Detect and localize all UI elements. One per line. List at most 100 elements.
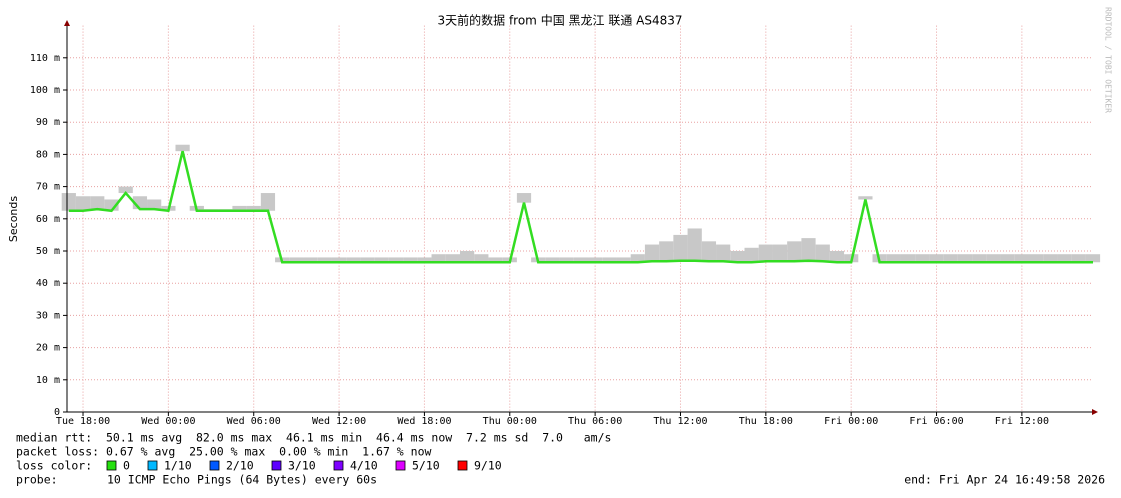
smoke bbox=[673, 234, 688, 261]
smoke bbox=[1000, 254, 1015, 263]
smoke bbox=[602, 257, 617, 263]
y-tick-label: 40 m bbox=[36, 278, 60, 289]
smoke bbox=[644, 244, 660, 262]
smoke bbox=[1057, 254, 1072, 263]
x-tick-label: Thu 18:00 bbox=[739, 416, 793, 427]
x-tick-label: Wed 00:00 bbox=[141, 416, 195, 427]
smoke bbox=[303, 257, 318, 263]
smoke bbox=[716, 244, 731, 262]
smoke bbox=[1014, 254, 1029, 263]
smoke bbox=[388, 257, 404, 263]
loss-swatch bbox=[333, 460, 344, 471]
x-tick-label: Wed 06:00 bbox=[227, 416, 281, 427]
x-tick-label: Tue 18:00 bbox=[56, 416, 110, 427]
smoke bbox=[331, 257, 347, 263]
x-tick-label: Fri 12:00 bbox=[995, 416, 1049, 427]
smoke bbox=[417, 257, 432, 263]
smoke bbox=[289, 257, 304, 263]
x-tick-label: Fri 00:00 bbox=[824, 416, 878, 427]
y-tick-label: 50 m bbox=[36, 246, 60, 257]
smoke bbox=[317, 257, 332, 263]
loss-color-label: loss color: bbox=[16, 459, 92, 473]
grid bbox=[67, 25, 1092, 413]
smoke bbox=[260, 193, 276, 211]
x-tick-label: Thu 00:00 bbox=[483, 416, 537, 427]
smoke bbox=[929, 254, 944, 263]
x-arrow bbox=[1092, 409, 1098, 415]
smoke bbox=[104, 199, 119, 211]
smoke bbox=[374, 257, 389, 263]
y-axis-label: Seconds bbox=[7, 196, 20, 242]
smoke bbox=[801, 238, 816, 261]
probe: 10 ICMP Echo Pings (64 Bytes) every 60s bbox=[107, 473, 377, 487]
smoke bbox=[545, 257, 560, 263]
y-tick-label: 70 m bbox=[36, 182, 60, 193]
smoke bbox=[90, 196, 105, 210]
smoke bbox=[1043, 254, 1058, 263]
smoke bbox=[588, 257, 603, 263]
x-tick-label: Wed 12:00 bbox=[312, 416, 366, 427]
loss-label: 4/10 bbox=[350, 459, 378, 473]
loss-label: 5/10 bbox=[412, 459, 440, 473]
stats-rtt: median rtt: 50.1 ms avg 82.0 ms max 46.1… bbox=[16, 431, 611, 445]
smoke bbox=[488, 257, 503, 263]
watermark: RRDTOOL / TOBI OETIKER bbox=[1104, 7, 1113, 113]
y-tick-label: 30 m bbox=[36, 310, 60, 321]
y-arrow bbox=[64, 20, 70, 26]
loss-label: 1/10 bbox=[164, 459, 192, 473]
smoke bbox=[61, 193, 76, 211]
stats-loss: packet loss: 0.67 % avg 25.00 % max 0.00… bbox=[16, 445, 431, 459]
y-tick-label: 10 m bbox=[36, 375, 60, 386]
smoke bbox=[815, 244, 830, 262]
smoke bbox=[573, 257, 589, 263]
x-tick-label: Thu 06:00 bbox=[568, 416, 622, 427]
median-line bbox=[68, 150, 1093, 264]
smoke bbox=[445, 254, 460, 263]
y-tick-label: 20 m bbox=[36, 343, 60, 354]
smoke bbox=[175, 144, 190, 152]
loss-label: 0 bbox=[123, 459, 130, 473]
smoke bbox=[659, 241, 674, 262]
smoke bbox=[232, 205, 247, 211]
plot bbox=[61, 144, 1101, 264]
loss-label: 3/10 bbox=[288, 459, 316, 473]
loss-swatch bbox=[106, 460, 117, 471]
smoke bbox=[459, 251, 475, 263]
smoke bbox=[744, 247, 759, 263]
smoke bbox=[972, 254, 987, 263]
smoke bbox=[772, 244, 788, 262]
smoke bbox=[147, 199, 162, 210]
loss-label: 9/10 bbox=[474, 459, 502, 473]
loss-swatch bbox=[271, 460, 282, 471]
smoke bbox=[886, 254, 901, 263]
smoke bbox=[474, 254, 489, 263]
smoke bbox=[900, 254, 916, 263]
legend: median rtt: 50.1 ms avg 82.0 ms max 46.1… bbox=[16, 431, 1105, 487]
smoke bbox=[829, 251, 845, 263]
smoke bbox=[701, 241, 717, 262]
smoke bbox=[516, 193, 532, 203]
smoke bbox=[346, 257, 361, 263]
loss-swatch bbox=[209, 460, 220, 471]
probe-label: probe: bbox=[16, 473, 58, 487]
smoke bbox=[758, 244, 773, 262]
y-tick-label: 0 bbox=[54, 407, 60, 418]
smoke bbox=[1071, 254, 1086, 263]
smoke bbox=[630, 254, 645, 263]
smoke bbox=[986, 254, 1001, 263]
y-tick-label: 110 m bbox=[30, 53, 60, 64]
chart-title: 3天前的数据 from 中国 黑龙江 联通 AS4837 bbox=[438, 13, 683, 28]
smoke bbox=[403, 257, 418, 263]
smoke bbox=[616, 257, 631, 263]
smoke bbox=[915, 254, 930, 263]
smoke bbox=[360, 257, 375, 263]
smoke bbox=[730, 251, 745, 263]
loss-swatch bbox=[457, 460, 468, 471]
y-tick-label: 100 m bbox=[30, 85, 60, 96]
loss-label: 2/10 bbox=[226, 459, 254, 473]
smoke bbox=[957, 254, 973, 263]
smoke bbox=[559, 257, 574, 263]
loss-swatch bbox=[147, 460, 158, 471]
